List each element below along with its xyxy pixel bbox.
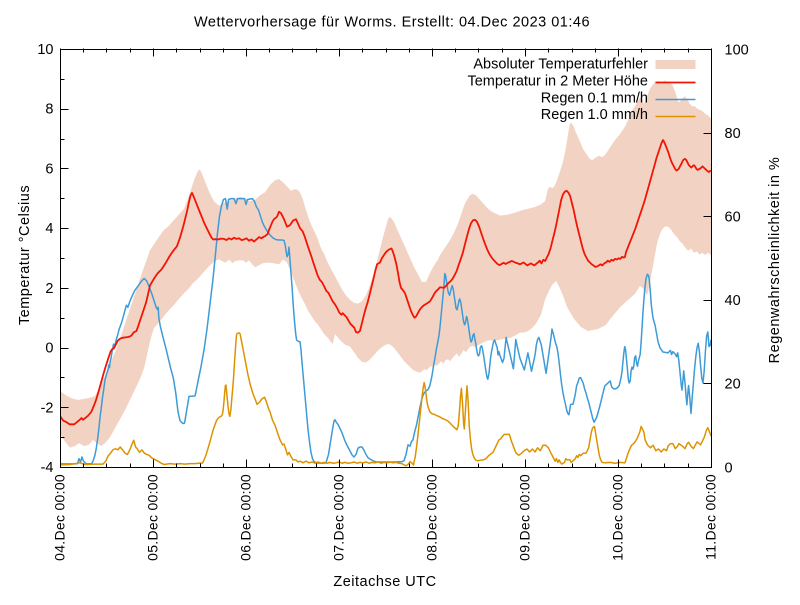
svg-text:2: 2 — [45, 281, 53, 297]
svg-text:09.Dec 00:00: 09.Dec 00:00 — [517, 474, 533, 561]
svg-text:8: 8 — [45, 102, 53, 118]
svg-text:-4: -4 — [41, 460, 54, 476]
svg-text:Zeitachse UTC: Zeitachse UTC — [333, 574, 436, 590]
svg-text:60: 60 — [725, 210, 741, 226]
svg-text:6: 6 — [45, 161, 53, 177]
svg-text:Regen 0.1 mm/h: Regen 0.1 mm/h — [541, 90, 648, 106]
svg-text:05.Dec 00:00: 05.Dec 00:00 — [145, 474, 161, 561]
svg-text:0: 0 — [45, 341, 53, 357]
svg-text:08.Dec 00:00: 08.Dec 00:00 — [424, 474, 440, 561]
svg-text:Wettervorhersage für Worms. Er: Wettervorhersage für Worms. Erstellt: 04… — [194, 15, 590, 31]
svg-text:07.Dec 00:00: 07.Dec 00:00 — [331, 474, 347, 561]
svg-text:100: 100 — [725, 42, 749, 58]
svg-text:Temperatur in 2 Meter Höhe: Temperatur in 2 Meter Höhe — [467, 73, 648, 89]
svg-text:11.Dec 00:00: 11.Dec 00:00 — [703, 474, 719, 560]
svg-text:Regenwahrscheinlichkeit in %: Regenwahrscheinlichkeit in % — [767, 157, 783, 364]
svg-text:80: 80 — [725, 126, 741, 142]
svg-text:10.Dec 00:00: 10.Dec 00:00 — [610, 474, 626, 561]
svg-text:4: 4 — [45, 221, 53, 237]
svg-text:10: 10 — [37, 42, 53, 58]
svg-text:-2: -2 — [41, 400, 54, 416]
svg-text:Regen 1.0 mm/h: Regen 1.0 mm/h — [541, 107, 648, 123]
svg-text:Absoluter Temperaturfehler: Absoluter Temperaturfehler — [473, 57, 648, 73]
svg-text:0: 0 — [725, 460, 733, 476]
svg-text:04.Dec 00:00: 04.Dec 00:00 — [52, 474, 68, 561]
svg-text:06.Dec 00:00: 06.Dec 00:00 — [238, 474, 254, 561]
svg-text:Temperatur °Celsius: Temperatur °Celsius — [17, 185, 33, 325]
svg-text:20: 20 — [725, 377, 741, 393]
svg-text:40: 40 — [725, 293, 741, 309]
